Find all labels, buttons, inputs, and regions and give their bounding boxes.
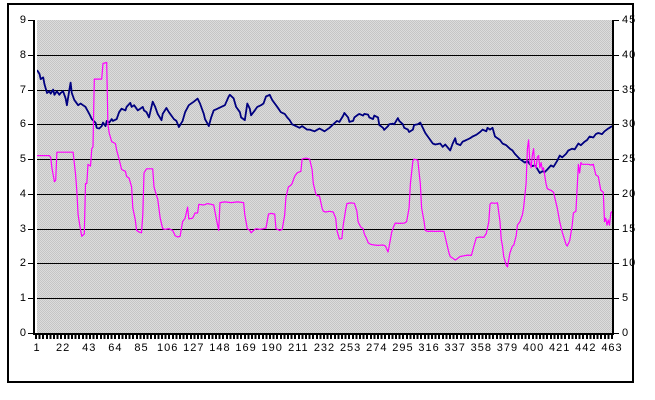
- x-axis-tick-label: 211: [288, 342, 309, 354]
- y-axis-left-tick-label: 1: [19, 292, 26, 305]
- y-axis-left-tick-label: 0: [19, 327, 26, 339]
- y-axis-right-tick-label: 20: [622, 187, 637, 200]
- x-axis-category-ticks: [35, 335, 613, 339]
- y-axis-right-tick: [612, 228, 619, 230]
- gridline: [37, 89, 612, 91]
- x-axis-tick-label: 274: [366, 342, 388, 354]
- x-axis-tick-label: 421: [549, 342, 571, 354]
- y-axis-left-tick: [28, 228, 35, 230]
- y-axis-left-tick: [28, 89, 35, 91]
- y-axis-right-tick-label: 5: [622, 292, 630, 305]
- y-axis-left-line: [33, 20, 35, 335]
- y-axis-right-tick: [612, 193, 619, 195]
- y-axis-left-tick-label: 3: [19, 222, 26, 235]
- x-axis-tick-label: 400: [522, 342, 545, 354]
- navy-line: [37, 69, 612, 174]
- y-axis-right-tick: [612, 124, 619, 126]
- x-axis-tick-label: 43: [82, 342, 97, 354]
- y-axis-right-tick: [612, 54, 619, 56]
- y-axis-left-tick: [28, 298, 35, 300]
- x-axis-tick-label: 190: [261, 342, 283, 354]
- x-axis-tick-label: 358: [470, 342, 492, 354]
- x-axis-tick-label: 253: [339, 342, 362, 354]
- x-axis-tick-label: 463: [601, 342, 623, 354]
- y-axis-left-tick: [28, 54, 35, 56]
- x-axis-tick-label: 232: [313, 342, 336, 354]
- y-axis-left-tick-label: 8: [19, 48, 26, 61]
- y-axis-right-tick: [612, 159, 619, 161]
- y-axis-left-tick: [28, 124, 35, 126]
- x-axis-tick-label: 148: [209, 342, 231, 354]
- y-axis-right-tick-label: 40: [622, 48, 637, 61]
- y-axis-right-tick: [612, 298, 619, 300]
- gridline: [37, 298, 612, 300]
- x-axis-tick-label: 106: [156, 342, 179, 354]
- y-axis-left-tick-label: 4: [19, 187, 26, 200]
- x-axis-tick-label: 22: [56, 342, 71, 354]
- y-axis-right-tick: [612, 263, 619, 265]
- gridline: [37, 193, 612, 195]
- x-axis-line: [33, 333, 614, 335]
- y-axis-left-tick: [28, 159, 35, 161]
- gridline: [37, 228, 612, 230]
- y-axis-right-tick-label: 0: [622, 327, 630, 339]
- x-axis-tick-label: 295: [392, 342, 414, 354]
- plot-area: [37, 20, 612, 333]
- y-axis-right-tick: [612, 89, 619, 91]
- x-axis-tick-label: 169: [235, 342, 257, 354]
- y-axis-right-tick: [612, 20, 619, 21]
- y-axis-right-tick-label: 30: [622, 118, 637, 131]
- y-axis-left-tick-label: 7: [19, 83, 26, 96]
- gridline: [37, 159, 612, 161]
- y-axis-left-tick: [28, 263, 35, 265]
- x-axis-tick-label: 316: [418, 342, 440, 354]
- x-axis-tick-label: 337: [444, 342, 466, 354]
- y-axis-left-tick-label: 5: [19, 153, 26, 166]
- y-axis-right-tick-label: 45: [622, 14, 637, 26]
- y-axis-right-tick: [612, 333, 619, 334]
- gridline: [37, 124, 612, 126]
- y-axis-right-tick-label: 10: [622, 257, 637, 270]
- x-axis-tick-label: 379: [496, 342, 519, 354]
- y-axis-right-tick-label: 35: [622, 83, 637, 96]
- x-axis-tick-label: 127: [183, 342, 205, 354]
- x-axis-tick-label: 85: [134, 342, 149, 354]
- y-axis-left-tick: [28, 193, 35, 195]
- y-axis-left-tick: [28, 333, 35, 334]
- y-axis-left-tick-label: 9: [19, 14, 26, 26]
- magenta-line: [37, 61, 612, 268]
- x-axis-tick-label: 64: [108, 342, 123, 354]
- gridline: [37, 263, 612, 265]
- x-axis-tick-label: 442: [575, 342, 597, 354]
- y-axis-right-tick-label: 25: [622, 153, 637, 166]
- y-axis-left-tick-label: 2: [19, 257, 26, 270]
- y-axis-left-tick: [28, 20, 35, 21]
- series-plot: [37, 61, 612, 268]
- gridline: [37, 54, 612, 56]
- y-axis-right-tick-label: 15: [622, 222, 637, 235]
- x-axis-tick-label: 1: [33, 342, 41, 354]
- y-axis-left-tick-label: 6: [19, 118, 26, 131]
- y-axis-right-line: [612, 20, 614, 335]
